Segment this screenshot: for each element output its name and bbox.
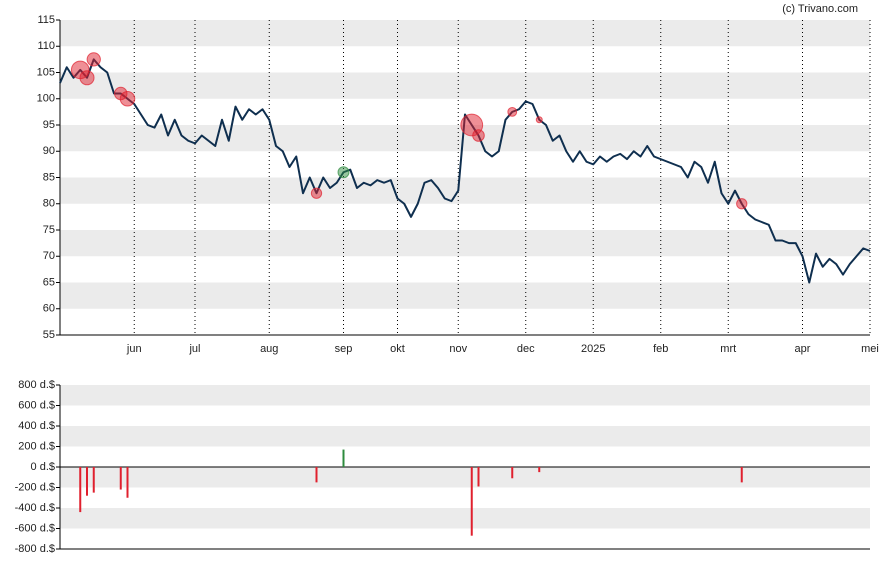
x-tick-label: okt [390, 343, 405, 355]
y-tick-label: 100 [37, 93, 55, 105]
x-tick-label: 2025 [581, 343, 605, 355]
y-tick-label: 400 d.$ [18, 420, 55, 432]
bar [126, 467, 129, 498]
x-tick-label: dec [517, 343, 535, 355]
bar [86, 467, 88, 496]
trade-marker [119, 90, 136, 107]
bar [511, 467, 514, 479]
x-tick-label: jun [126, 343, 142, 355]
y-tick-label: 55 [43, 329, 55, 341]
bar [119, 467, 122, 490]
x-tick-label: nov [449, 343, 467, 355]
y-tick-label: 90 [43, 145, 55, 157]
stripe [60, 426, 870, 447]
y-tick-label: 600 d.$ [18, 399, 55, 411]
stripe [60, 72, 870, 99]
bar [470, 467, 473, 536]
y-tick-label: -600 d.$ [15, 522, 55, 534]
bar [477, 467, 480, 487]
trade-marker [535, 116, 543, 124]
bar [92, 467, 95, 493]
x-tick-label: mei [861, 343, 879, 355]
y-tick-label: -200 d.$ [15, 481, 55, 493]
bar [538, 467, 541, 473]
x-tick-label: feb [653, 343, 668, 355]
trade-marker [472, 129, 485, 142]
y-tick-label: -400 d.$ [15, 502, 55, 514]
y-tick-label: 200 d.$ [18, 440, 55, 452]
stripe [60, 282, 870, 309]
stripe [60, 508, 870, 529]
x-tick-label: mrt [720, 343, 736, 355]
y-tick-label: 80 [43, 198, 55, 210]
y-tick-label: 0 d.$ [31, 461, 55, 473]
trade-marker [736, 198, 748, 210]
x-tick-label: aug [260, 343, 278, 355]
price-line [59, 58, 871, 284]
y-tick-label: 65 [43, 276, 55, 288]
trade-marker [310, 187, 323, 199]
bar [79, 467, 82, 513]
y-tick-label: 85 [43, 171, 55, 183]
x-tick-label: apr [795, 343, 811, 355]
trade-marker [337, 166, 350, 179]
x-tick-label: jul [188, 343, 200, 355]
x-tick-label: sep [335, 343, 353, 355]
trade-marker [507, 106, 518, 117]
y-tick-label: 105 [37, 66, 55, 78]
stripe [60, 385, 870, 406]
bar [342, 449, 345, 467]
bar [740, 467, 743, 483]
trade-marker [79, 70, 95, 86]
bar [315, 467, 318, 483]
trade-marker [86, 52, 101, 67]
y-tick-label: 800 d.$ [18, 379, 55, 391]
y-tick-label: 110 [37, 40, 55, 52]
stripe [60, 230, 870, 257]
y-tick-label: 95 [43, 119, 55, 131]
y-tick-label: 60 [43, 303, 55, 315]
y-tick-label: 70 [43, 250, 55, 262]
source: (c) Trivano.com [782, 3, 858, 15]
y-tick-label: -800 d.$ [15, 543, 55, 555]
stripe [60, 177, 870, 204]
stripe [60, 20, 870, 47]
y-tick-label: 75 [43, 224, 55, 236]
stripe [60, 467, 870, 488]
y-tick-label: 115 [37, 14, 55, 26]
